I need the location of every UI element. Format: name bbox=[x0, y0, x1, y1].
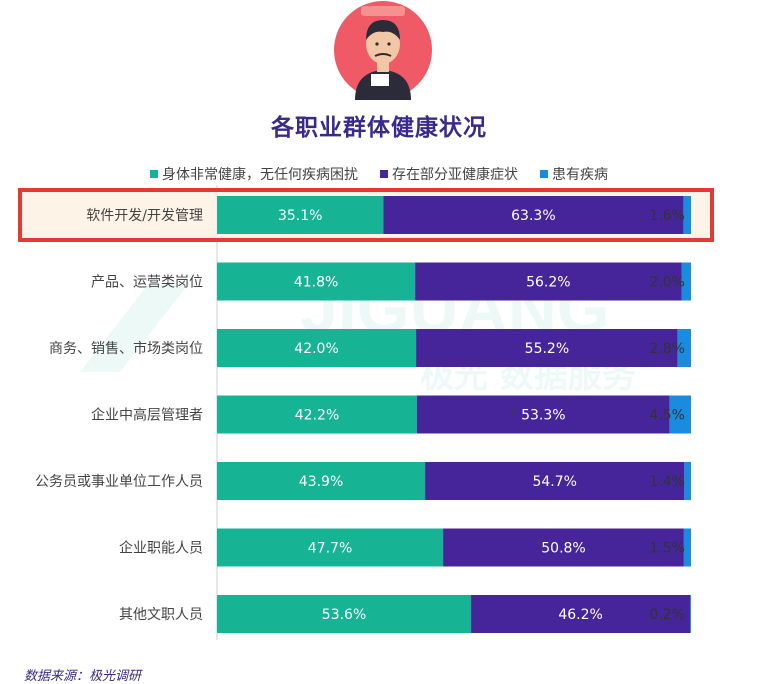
bar-segment-disease bbox=[684, 462, 691, 500]
legend: 身体非常健康，无任何疾病困扰 存在部分亚健康症状 患有疾病 bbox=[0, 164, 758, 184]
avatar bbox=[334, 1, 432, 100]
data-label: 54.7% bbox=[532, 474, 576, 490]
data-label: 53.6% bbox=[322, 607, 366, 623]
data-label: 42.2% bbox=[295, 408, 339, 424]
data-label: 42.0% bbox=[294, 341, 338, 357]
data-label: 55.2% bbox=[525, 341, 569, 357]
data-label: 50.8% bbox=[541, 541, 585, 557]
legend-swatch-partial bbox=[380, 170, 388, 178]
bar-segment-disease bbox=[690, 595, 691, 633]
data-label: 4.5% bbox=[649, 408, 685, 424]
bar-segment-healthy bbox=[217, 329, 417, 367]
data-label: 56.2% bbox=[526, 275, 570, 291]
data-label: 46.2% bbox=[558, 607, 602, 623]
bar-segment-disease bbox=[681, 262, 691, 301]
bar-segment-healthy bbox=[217, 262, 416, 301]
bar-segment-disease bbox=[683, 196, 691, 234]
data-label: 2.0% bbox=[649, 275, 685, 291]
legend-item-disease: 患有疾病 bbox=[540, 164, 608, 184]
data-label: 63.3% bbox=[511, 208, 555, 224]
bar-segment-partial bbox=[425, 462, 685, 500]
data-label: 0.2% bbox=[649, 607, 685, 623]
data-label: 35.1% bbox=[278, 208, 322, 224]
legend-item-partial: 存在部分亚健康症状 bbox=[380, 164, 518, 184]
data-label: 1.4% bbox=[649, 474, 685, 490]
bar-segment-healthy bbox=[217, 462, 426, 500]
legend-item-healthy: 身体非常健康，无任何疾病困扰 bbox=[150, 164, 358, 184]
bar-segment-healthy bbox=[217, 595, 472, 633]
data-label: 53.3% bbox=[521, 408, 565, 424]
bar-segment-healthy bbox=[217, 395, 418, 434]
bar-segment-partial bbox=[417, 395, 670, 434]
legend-swatch-healthy bbox=[150, 170, 158, 178]
bar-segment-healthy bbox=[217, 196, 384, 234]
bar-segment-partial bbox=[415, 262, 682, 301]
data-label: 2.8% bbox=[649, 341, 685, 357]
data-label: 47.7% bbox=[308, 541, 352, 557]
category-label: 其他文职人员 bbox=[119, 607, 203, 623]
chart-title: 各职业群体健康状况 bbox=[271, 115, 487, 141]
legend-label-healthy: 身体非常健康，无任何疾病困扰 bbox=[162, 167, 358, 183]
bar-segment-partial bbox=[471, 595, 691, 633]
bar-segment-partial bbox=[383, 196, 684, 234]
legend-label-disease: 患有疾病 bbox=[552, 167, 608, 183]
bar-segment-disease bbox=[677, 329, 691, 367]
legend-swatch-disease bbox=[540, 170, 548, 178]
category-label: 产品、运营类岗位 bbox=[91, 275, 203, 291]
category-label: 商务、销售、市场类岗位 bbox=[49, 340, 203, 357]
legend-label-partial: 存在部分亚健康症状 bbox=[392, 167, 518, 183]
category-label: 企业职能人员 bbox=[119, 540, 203, 557]
category-label: 企业中高层管理者 bbox=[91, 407, 203, 424]
bar-segment-healthy bbox=[217, 528, 444, 567]
bar-segment-partial bbox=[416, 329, 678, 367]
data-label: 1.5% bbox=[649, 541, 685, 557]
bar-segment-disease bbox=[683, 528, 691, 567]
bar-segment-partial bbox=[443, 528, 684, 567]
data-label: 43.9% bbox=[299, 474, 343, 490]
category-label: 公务员或事业单位工作人员 bbox=[35, 474, 203, 490]
category-label: 软件开发/开发管理 bbox=[86, 208, 203, 224]
data-label: 41.8% bbox=[294, 275, 338, 291]
bar-segment-disease bbox=[669, 395, 691, 434]
data-label: 1.6% bbox=[649, 208, 685, 224]
source-note: 数据来源：极光调研 bbox=[24, 669, 142, 684]
